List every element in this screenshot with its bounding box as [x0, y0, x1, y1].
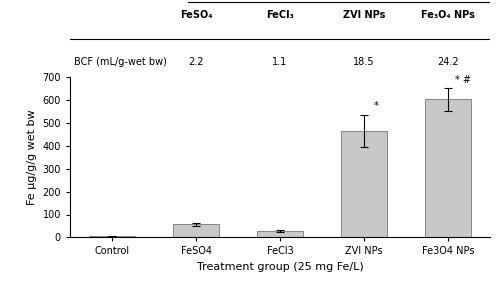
- Text: BCF (mL/g-wet bw): BCF (mL/g-wet bw): [74, 57, 167, 67]
- Text: ZVI NPs: ZVI NPs: [343, 11, 385, 20]
- Text: FeSO₄: FeSO₄: [180, 11, 212, 20]
- Bar: [173, 224, 219, 237]
- Bar: [89, 236, 135, 237]
- Text: 24.2: 24.2: [437, 57, 459, 67]
- Text: *: *: [374, 101, 379, 111]
- Y-axis label: Fe μg/g/g wet bw: Fe μg/g/g wet bw: [27, 110, 37, 205]
- Text: Fe₃O₄ NPs: Fe₃O₄ NPs: [421, 11, 475, 20]
- X-axis label: Treatment group (25 mg Fe/L): Treatment group (25 mg Fe/L): [196, 262, 364, 272]
- Text: 2.2: 2.2: [188, 57, 204, 67]
- Bar: [257, 231, 303, 237]
- Text: 18.5: 18.5: [353, 57, 375, 67]
- Text: * #: * #: [455, 75, 471, 85]
- Text: 1.1: 1.1: [272, 57, 287, 67]
- Bar: [425, 100, 471, 237]
- Bar: [341, 132, 387, 237]
- Text: FeCl₃: FeCl₃: [266, 11, 294, 20]
